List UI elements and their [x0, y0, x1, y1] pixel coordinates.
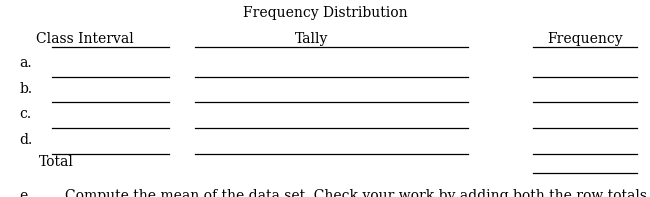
- Text: e.: e.: [20, 189, 32, 197]
- Text: Frequency: Frequency: [547, 32, 623, 46]
- Text: d.: d.: [20, 133, 32, 147]
- Text: Compute the mean of the data set. Check your work by adding both the row totals : Compute the mean of the data set. Check …: [65, 189, 650, 197]
- Text: Total: Total: [39, 154, 74, 169]
- Text: c.: c.: [20, 107, 32, 121]
- Text: a.: a.: [20, 56, 32, 70]
- Text: Tally: Tally: [295, 32, 329, 46]
- Text: b.: b.: [20, 82, 32, 96]
- Text: Frequency Distribution: Frequency Distribution: [242, 6, 408, 20]
- Text: Class Interval: Class Interval: [36, 32, 133, 46]
